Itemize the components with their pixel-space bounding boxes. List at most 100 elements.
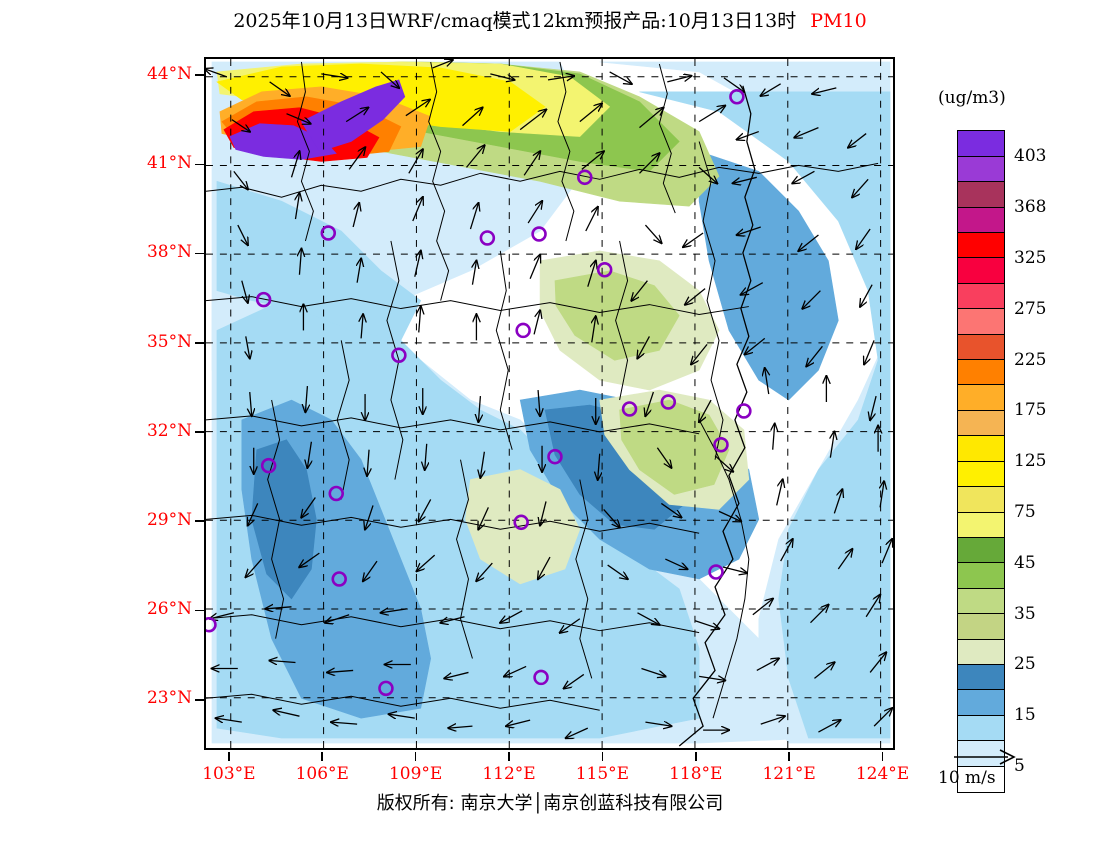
lat-axis-label-38: 38°N xyxy=(146,242,192,263)
province-border xyxy=(386,240,404,480)
city-marker[interactable] xyxy=(713,437,729,453)
colorbar-band-5[interactable] xyxy=(957,257,1005,285)
wind-vector xyxy=(266,607,292,609)
colorbar-band-2[interactable] xyxy=(957,181,1005,209)
wind-vector xyxy=(380,71,399,88)
colorbar-band-9[interactable] xyxy=(957,359,1005,387)
colorbar-band-4[interactable] xyxy=(957,232,1005,260)
lon-tick-112 xyxy=(508,752,510,761)
wind-vector xyxy=(685,288,706,305)
colorbar-tick-35: 35 xyxy=(1014,603,1036,624)
city-marker[interactable] xyxy=(577,169,593,186)
city-marker[interactable] xyxy=(515,322,531,339)
city-marker[interactable] xyxy=(391,347,407,364)
wind-vector xyxy=(637,612,659,625)
province-border xyxy=(206,415,700,435)
colorbar-band-14[interactable] xyxy=(957,486,1005,514)
wind-vector xyxy=(237,224,248,245)
coastline-layer xyxy=(678,85,756,747)
colorbar-band-1[interactable] xyxy=(957,155,1005,183)
city-marker[interactable] xyxy=(660,394,677,410)
city-marker[interactable] xyxy=(736,403,752,419)
colorbar-band-18[interactable] xyxy=(957,587,1005,615)
city-marker[interactable] xyxy=(708,564,724,580)
city-marker[interactable] xyxy=(479,230,496,246)
wind-vector xyxy=(761,83,781,96)
colorbar-tick-25: 25 xyxy=(1014,654,1036,675)
wind-vector xyxy=(246,336,250,358)
city-marker[interactable] xyxy=(621,401,638,417)
wind-vector xyxy=(566,727,589,738)
wind-vector xyxy=(833,490,842,514)
map-plot-area[interactable] xyxy=(204,57,895,750)
colorbar-band-13[interactable] xyxy=(957,460,1005,488)
wind-vector xyxy=(490,73,514,80)
colorbar-band-11[interactable] xyxy=(957,409,1005,437)
colorbar-band-17[interactable] xyxy=(957,562,1005,590)
wind-vector xyxy=(357,259,361,283)
city-marker[interactable] xyxy=(531,226,547,242)
city-marker[interactable] xyxy=(206,616,217,633)
wind-vector xyxy=(529,255,540,279)
wind-vector xyxy=(645,722,671,726)
province-border xyxy=(495,250,513,450)
wind-vector xyxy=(564,673,585,688)
city-marker[interactable] xyxy=(547,448,563,465)
lat-axis-label-26: 26°N xyxy=(146,599,192,620)
colorbar-band-16[interactable] xyxy=(957,536,1005,564)
wind-vector xyxy=(741,282,764,295)
colorbar-band-10[interactable] xyxy=(957,384,1005,412)
city-marker[interactable] xyxy=(255,291,272,308)
city-marker[interactable] xyxy=(328,485,344,502)
wind-vector xyxy=(665,558,687,569)
colorbar-band-19[interactable] xyxy=(957,613,1005,641)
colorbar-band-8[interactable] xyxy=(957,333,1005,361)
colorbar-band-23[interactable] xyxy=(957,714,1005,742)
colorbar-band-12[interactable] xyxy=(957,435,1005,463)
wind-vector xyxy=(540,501,547,525)
wind-vector xyxy=(331,722,358,724)
city-marker[interactable] xyxy=(331,571,347,587)
colorbar-tick-5: 5 xyxy=(1014,756,1025,776)
province-border xyxy=(575,479,593,679)
wind-vector xyxy=(856,228,871,249)
colorbar-band-7[interactable] xyxy=(957,308,1005,336)
lon-axis-label-109: 109°E xyxy=(388,764,443,784)
wind-vector xyxy=(603,508,620,527)
wind-vector xyxy=(639,153,659,174)
lat-axis-label-23: 23°N xyxy=(146,688,192,709)
colorbar[interactable] xyxy=(957,130,1005,793)
colorbar-band-15[interactable] xyxy=(957,511,1005,539)
wind-vector xyxy=(476,562,493,581)
title-main-text: 2025年10月13日WRF/cmaq模式12km预报产品:10月13日13时 xyxy=(233,10,797,32)
wind-vector xyxy=(773,424,775,450)
city-marker[interactable] xyxy=(533,669,549,686)
city-marker[interactable] xyxy=(378,680,394,697)
colorbar-band-25[interactable] xyxy=(957,765,1005,793)
colorbar-band-6[interactable] xyxy=(957,282,1005,310)
wind-vector xyxy=(519,110,546,131)
wind-vector xyxy=(233,170,248,189)
city-marker[interactable] xyxy=(320,225,337,241)
city-marker[interactable] xyxy=(729,89,745,105)
wind-vector xyxy=(718,510,741,521)
wind-vector xyxy=(462,108,483,127)
colorbar-band-20[interactable] xyxy=(957,638,1005,666)
wind-vector xyxy=(286,113,311,124)
colorbar-band-3[interactable] xyxy=(957,206,1005,234)
lat-tick-23 xyxy=(195,698,204,701)
province-border xyxy=(557,61,575,242)
colorbar-band-0[interactable] xyxy=(957,130,1005,158)
city-marker[interactable] xyxy=(513,514,529,531)
wind-vector xyxy=(216,718,242,722)
wind-vector xyxy=(587,261,596,287)
city-marker[interactable] xyxy=(260,457,277,474)
wind-vector xyxy=(527,201,542,224)
wind-vector xyxy=(698,106,725,123)
lat-axis-label-32: 32°N xyxy=(146,420,192,441)
lon-axis-label-106: 106°E xyxy=(295,764,349,784)
city-marker[interactable] xyxy=(596,262,613,278)
colorbar-band-22[interactable] xyxy=(957,689,1005,717)
lat-axis-label-35: 35°N xyxy=(146,331,192,352)
colorbar-band-21[interactable] xyxy=(957,663,1005,691)
